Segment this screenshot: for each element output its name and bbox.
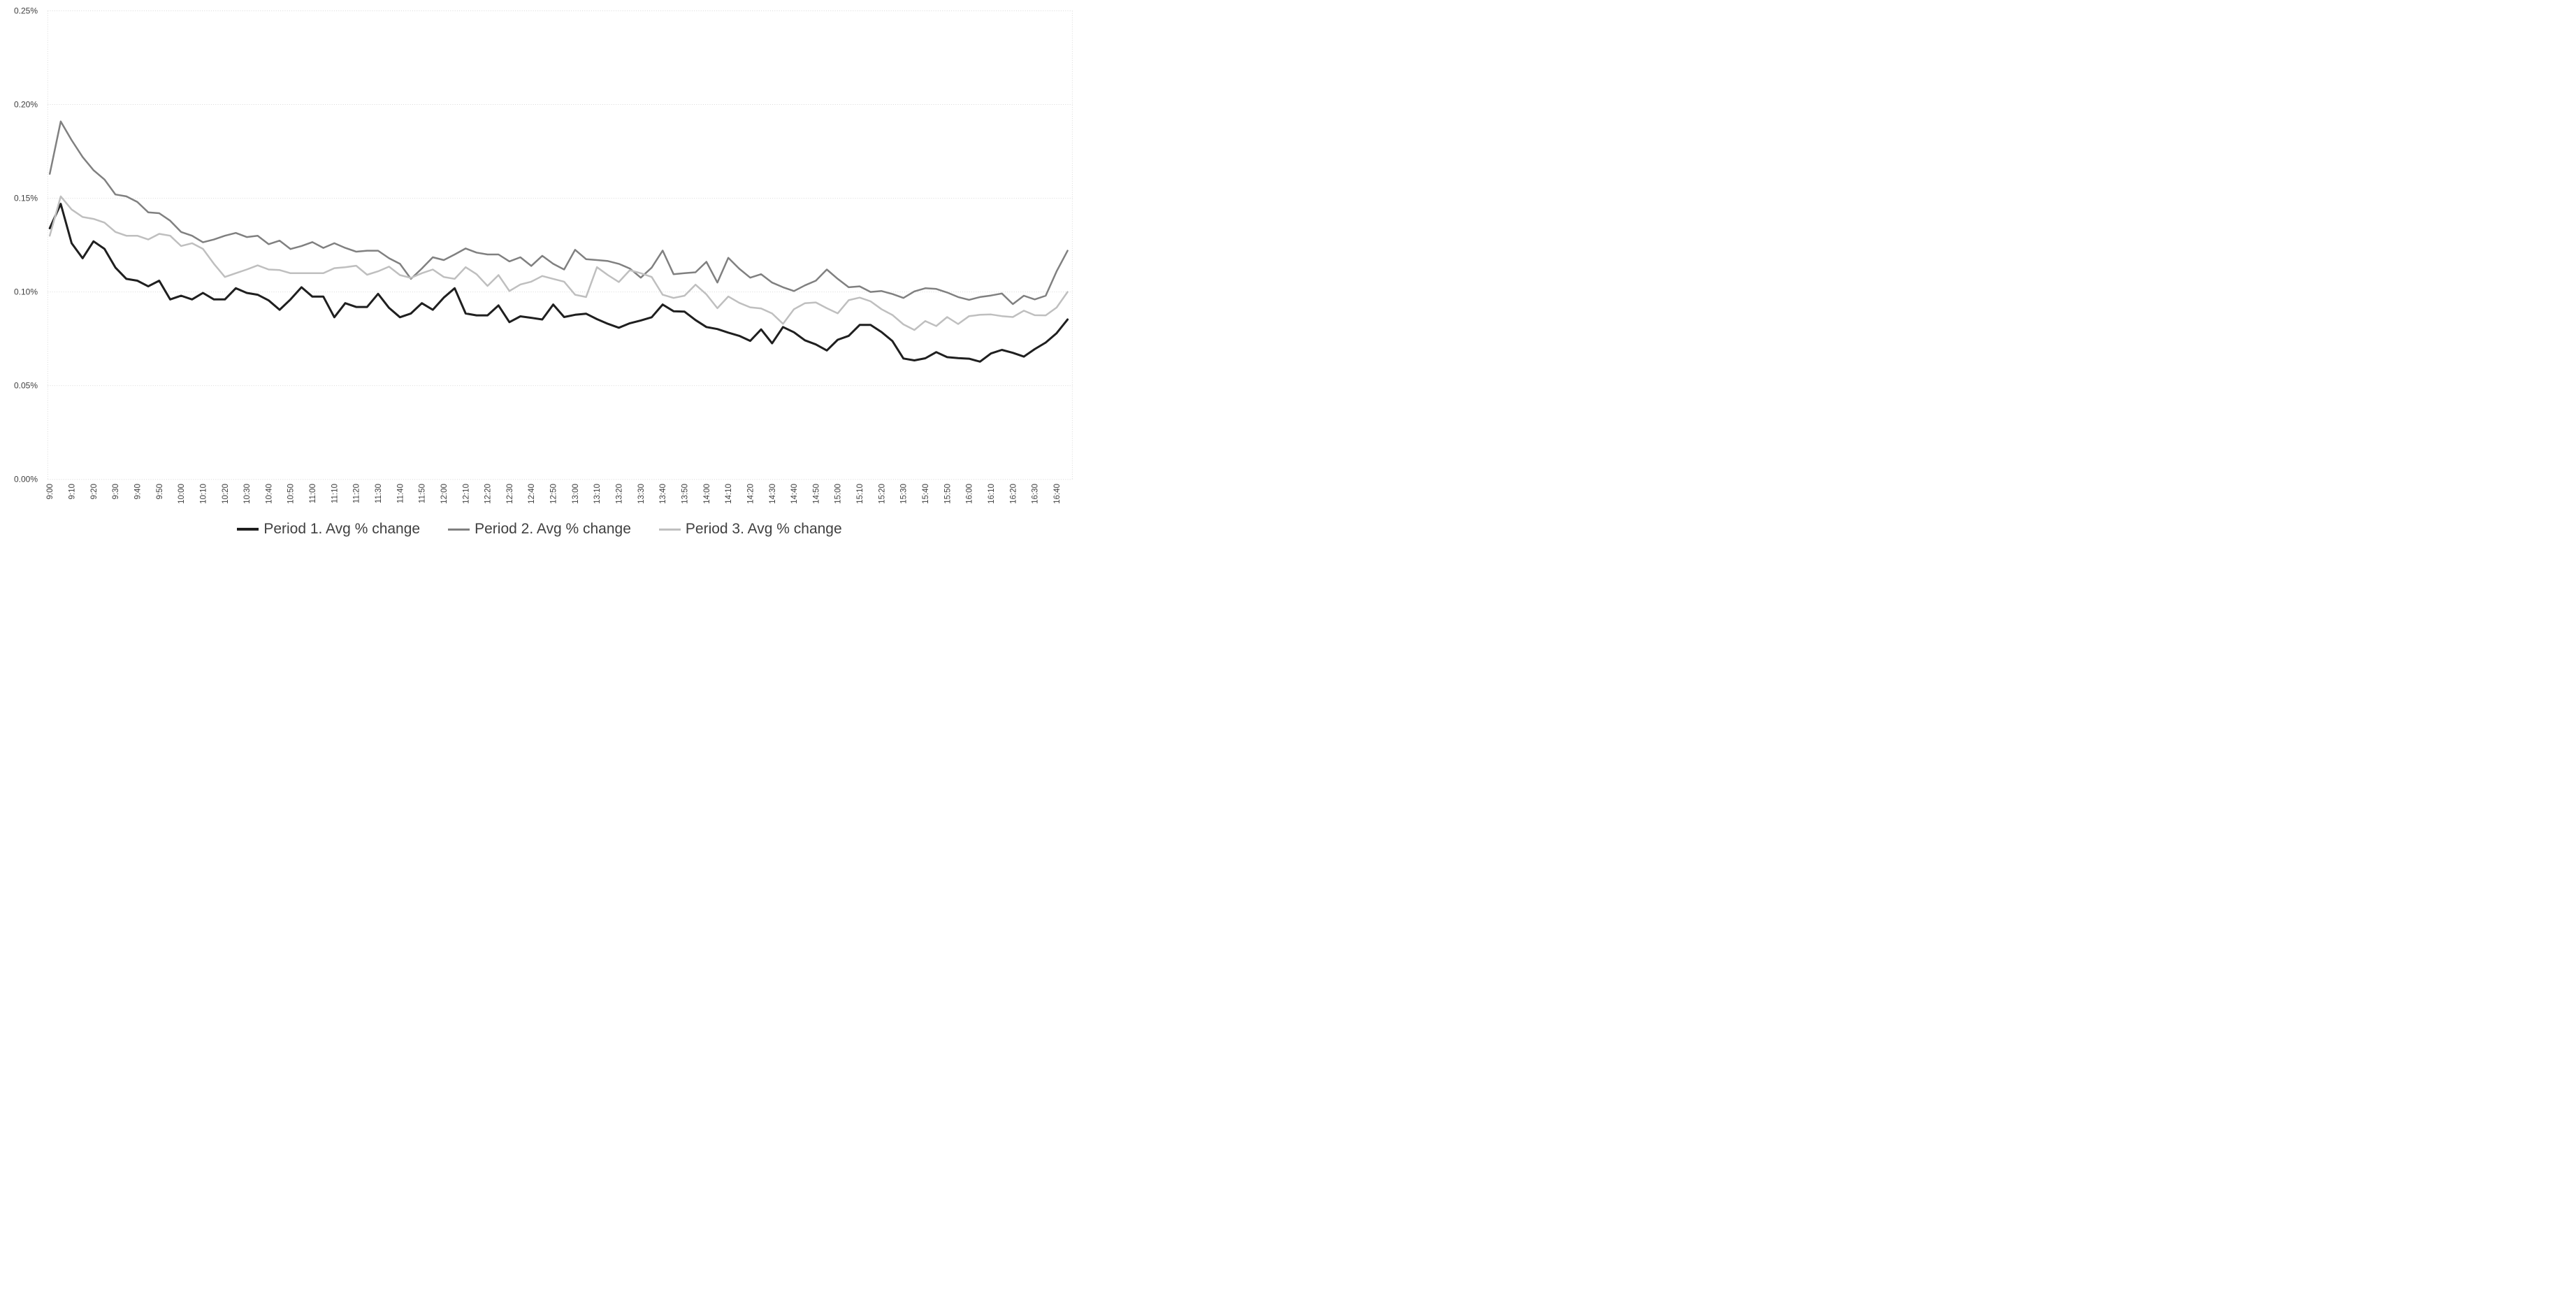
x-axis-tick-label: 15:40 <box>922 484 930 504</box>
x-axis-tick-label: 12:40 <box>528 484 536 504</box>
legend-swatch-period-2-icon <box>448 528 470 531</box>
x-axis-tick-label: 12:50 <box>550 484 558 504</box>
legend-swatch-period-1-icon <box>237 528 259 531</box>
x-axis-tick-label: 15:30 <box>900 484 909 504</box>
y-axis-tick-label: 0.15% <box>14 194 38 203</box>
x-axis-tick-label: 14:20 <box>746 484 755 504</box>
x-axis-tick-label: 9:30 <box>112 484 120 499</box>
x-axis-tick-label: 14:10 <box>725 484 733 504</box>
x-axis-tick-label: 13:50 <box>681 484 689 504</box>
x-axis-tick-label: 11:10 <box>331 484 339 503</box>
x-axis-tick-label: 14:00 <box>703 484 711 504</box>
y-axis-tick-label: 0.20% <box>14 100 38 110</box>
x-axis-tick-label: 13:00 <box>572 484 580 504</box>
x-axis-tick-label: 9:40 <box>133 484 142 499</box>
chart-plot-area: 0.00% 0.05% 0.10% 0.15% 0.20% 0.25% 9:00 9:10 9:… <box>14 6 1073 504</box>
x-axis-tick-label: 15:50 <box>943 484 952 504</box>
x-axis-tick-label: 16:20 <box>1009 484 1018 504</box>
x-axis-tick-label: 11:30 <box>375 484 383 503</box>
x-axis-tick-label: 9:20 <box>90 484 99 499</box>
x-axis-tick-label: 16:40 <box>1053 484 1062 504</box>
legend-label-period-3: Period 3. Avg % change <box>685 521 842 537</box>
x-axis-tick-label: 9:10 <box>68 484 77 499</box>
x-axis-tick-label: 12:20 <box>484 484 493 504</box>
legend-label-period-1: Period 1. Avg % change <box>263 521 421 537</box>
legend-swatch-period-3-icon <box>658 528 681 531</box>
x-axis-tick-label: 16:10 <box>987 484 996 504</box>
series-line-period-3 <box>48 195 1069 331</box>
x-axis-tick-label: 16:30 <box>1032 484 1040 504</box>
line-chart: 0.00% 0.05% 0.10% 0.15% 0.20% 0.25% 9:00 9:10 9:… <box>0 0 1079 545</box>
x-axis-tick-label: 10:10 <box>199 484 208 504</box>
x-axis-tick-label: 16:00 <box>966 484 974 504</box>
x-axis-tick-label: 11:40 <box>396 484 405 503</box>
series-line-period-1 <box>48 203 1069 363</box>
x-axis-tick-label: 11:50 <box>419 484 427 503</box>
series-line-period-2 <box>48 120 1069 306</box>
x-axis-tick-label: 14:50 <box>812 484 820 504</box>
legend-item-period-1: Period 1. Avg % change <box>237 521 420 538</box>
y-axis-tick-label: 0.05% <box>14 381 38 391</box>
x-axis-tick-label: 10:00 <box>178 484 186 504</box>
x-axis-tick-label: 12:10 <box>462 484 470 504</box>
x-axis-tick-label: 14:30 <box>769 484 777 504</box>
x-axis-tick-label: 10:50 <box>287 484 296 504</box>
x-axis-tick-label: 9:50 <box>156 484 164 499</box>
y-axis-tick-label: 0.10% <box>14 287 38 297</box>
chart-legend: Period 1. Avg % change Period 2. Avg % c… <box>0 517 1079 541</box>
x-axis-tick-label: 13:30 <box>637 484 646 504</box>
legend-item-period-3: Period 3. Avg % change <box>658 521 842 538</box>
y-axis-tick-label: 0.00% <box>14 475 38 484</box>
x-axis-tick-label: 13:40 <box>659 484 667 504</box>
y-axis-tick-label: 0.25% <box>14 6 38 16</box>
x-axis-tick-label: 12:30 <box>506 484 514 504</box>
x-axis-tick-label: 13:10 <box>593 484 602 504</box>
x-axis-tick-label: 15:20 <box>878 484 886 504</box>
x-axis-tick-label: 10:40 <box>265 484 273 504</box>
legend-label-period-2: Period 2. Avg % change <box>475 521 631 537</box>
x-axis-tick-label: 9:00 <box>46 484 55 499</box>
legend-item-period-2: Period 2. Avg % change <box>448 521 631 538</box>
x-axis-tick-label: 11:00 <box>309 484 317 503</box>
x-axis-tick-label: 12:00 <box>440 484 449 504</box>
x-axis-tick-label: 15:00 <box>834 484 843 504</box>
x-axis-tick-label: 15:10 <box>856 484 864 504</box>
x-axis-tick-label: 11:20 <box>353 484 361 503</box>
x-axis-tick-label: 10:20 <box>222 484 230 504</box>
x-axis-tick-label: 14:40 <box>790 484 799 504</box>
x-axis-tick-label: 10:30 <box>243 484 252 504</box>
x-axis-tick-label: 13:20 <box>616 484 624 504</box>
